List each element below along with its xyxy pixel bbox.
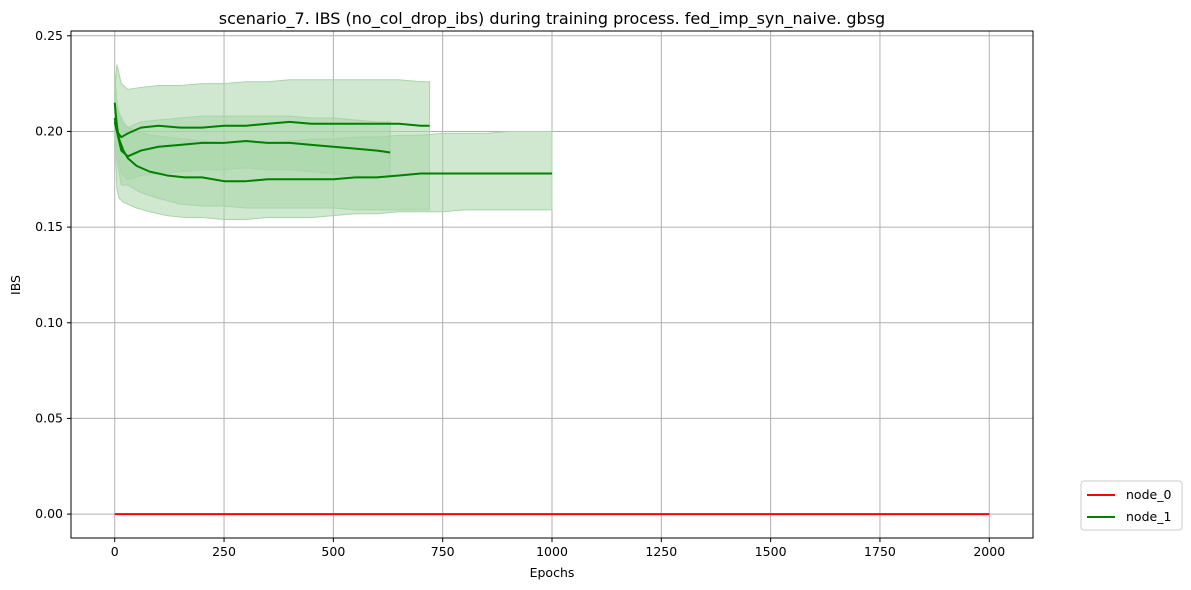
y-tick-label-2: 0.10	[35, 315, 63, 330]
y-axis-label: IBS	[8, 275, 23, 295]
y-axis-ticks: 0.00 0.05 0.10 0.15 0.20 0.25	[35, 28, 71, 521]
legend: node_0 node_1	[1080, 480, 1183, 531]
band-layer	[114, 64, 553, 220]
y-tick-label-1: 0.05	[35, 410, 63, 425]
x-tick-label-1: 250	[212, 544, 236, 559]
y-tick-label-3: 0.15	[35, 219, 63, 234]
y-tick-label-0: 0.00	[35, 506, 63, 521]
y-tick-label-4: 0.20	[35, 123, 63, 138]
x-tick-label-7: 1750	[864, 544, 896, 559]
node-1-line-0	[113, 120, 430, 139]
x-tick-label-4: 1000	[536, 544, 568, 559]
x-tick-label-0: 0	[111, 544, 119, 559]
chart-title: scenario_7. IBS (no_col_drop_ibs) during…	[219, 9, 885, 29]
legend-label-node-0: node_0	[1126, 487, 1171, 502]
x-axis-ticks: 0 250 500 750 1000 1250 1500 1750 2000	[111, 538, 1005, 559]
x-tick-label-2: 500	[321, 544, 345, 559]
legend-label-node-1: node_1	[1126, 509, 1171, 524]
y-tick-label-5: 0.25	[35, 28, 63, 43]
x-tick-label-6: 1500	[755, 544, 787, 559]
x-tick-label-5: 1250	[645, 544, 677, 559]
x-tick-label-3: 750	[431, 544, 455, 559]
x-tick-label-8: 2000	[973, 544, 1005, 559]
x-axis-label: Epochs	[530, 565, 575, 580]
line-layer	[113, 102, 990, 516]
node-1-line-2	[113, 102, 552, 183]
